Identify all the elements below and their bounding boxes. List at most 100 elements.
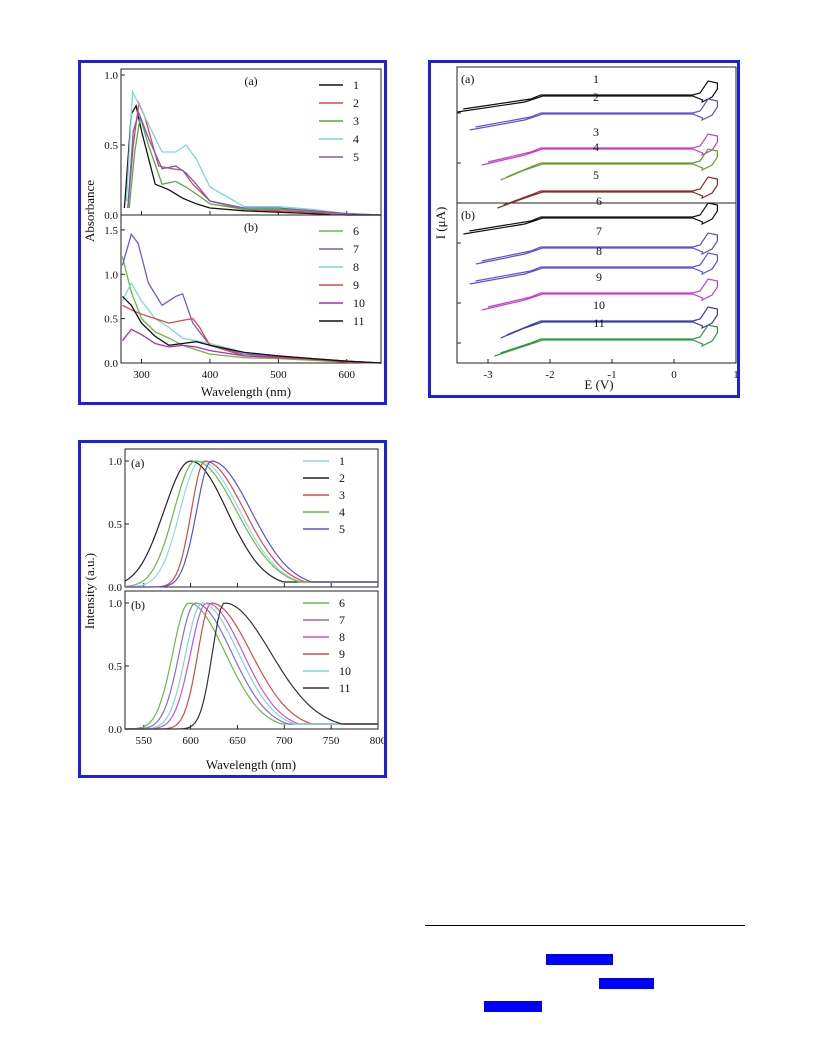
- abs-series-1: [123, 104, 381, 216]
- cv-curve-5: [497, 176, 718, 209]
- abs-ytick-label: 1.5: [104, 225, 118, 237]
- cv-xtick-label: 1: [733, 369, 737, 381]
- abs-frame-a: [120, 68, 382, 216]
- cv-figure: I (μA) E (V) -3 -2 -1 0 1 (a) (b) 1 2 3 4 5 6 7 8 9 10 11: [428, 60, 740, 398]
- abs-ytick-label: 0.0: [104, 358, 118, 370]
- cv-curve-label-6: 6: [596, 194, 602, 208]
- pl-xtick-label: 750: [323, 735, 340, 747]
- link-highlight-1[interactable]: [546, 954, 613, 965]
- abs-series-8: [121, 281, 382, 364]
- abs-xtick-label: 500: [270, 369, 287, 381]
- abs-series-2: [127, 100, 381, 216]
- pl-ytick-label: 1.0: [108, 456, 122, 468]
- abs-legend-label-6: 6: [353, 224, 359, 238]
- pl-ylabel: Intensity (a.u.): [82, 553, 97, 629]
- pl-chart: Intensity (a.u.) Wavelength (nm) 0.0 0.5 1…: [82, 448, 384, 772]
- pl-series-11: [125, 602, 378, 730]
- footnote-rule: [425, 925, 745, 926]
- cv-curve-label-8: 8: [596, 244, 602, 258]
- cv-curve-1: [457, 80, 718, 113]
- abs-series-6: [121, 256, 382, 364]
- abs-legend-label-3: 3: [353, 114, 359, 128]
- cv-curve-9: [481, 278, 718, 311]
- abs-legend-label-4: 4: [353, 132, 359, 146]
- pl-xlabel: Wavelength (nm): [206, 757, 296, 772]
- cv-curve-label-10: 10: [593, 298, 605, 312]
- pl-legend-label-7: 7: [339, 613, 345, 627]
- abs-xtick-label: 600: [339, 369, 356, 381]
- abs-ytick-label: 1.0: [104, 269, 118, 281]
- link-highlight-3[interactable]: [484, 1001, 542, 1012]
- abs-frame-b: [120, 214, 382, 364]
- pl-ytick-label: 0.0: [108, 582, 122, 594]
- abs-series-9: [122, 304, 382, 364]
- abs-series-7: [121, 232, 382, 364]
- cv-curve-label-7: 7: [596, 224, 602, 238]
- cv-curve-8: [469, 252, 718, 285]
- abs-legend-label-5: 5: [353, 150, 359, 164]
- cv-frame: [456, 66, 737, 364]
- pl-ytick-label: 0.5: [108, 519, 122, 531]
- pl-legend-label-5: 5: [339, 522, 345, 536]
- pl-xtick-label: 600: [182, 735, 199, 747]
- abs-legend-label-2: 2: [353, 96, 359, 110]
- abs-ytick-label: 0.0: [104, 210, 118, 222]
- abs-ytick-label: 0.5: [104, 140, 118, 152]
- cv-curve-4: [500, 148, 718, 181]
- abs-xtick-label: 400: [202, 369, 219, 381]
- pl-legend-label-10: 10: [339, 664, 351, 678]
- cv-curve-6: [463, 202, 718, 235]
- cv-curve-11: [494, 324, 718, 357]
- absorbance-panel-a: 0.0 0.5 1.0 (a) 1 2 3 4 5: [104, 68, 382, 222]
- link-highlight-2[interactable]: [599, 978, 654, 989]
- pl-xtick-label: 800: [370, 735, 384, 747]
- abs-legend-label-11: 11: [353, 314, 365, 328]
- pl-legend-label-2: 2: [339, 471, 345, 485]
- pl-panel-label: (b): [131, 598, 145, 612]
- cv-xtick-label: -1: [607, 369, 616, 381]
- pl-panel-label: (a): [131, 456, 144, 470]
- cv-curve-label-1: 1: [593, 72, 599, 86]
- pl-legend-label-3: 3: [339, 488, 345, 502]
- pl-figure: Intensity (a.u.) Wavelength (nm) 0.0 0.5 1…: [78, 440, 387, 778]
- cv-xtick-label: -3: [483, 369, 493, 381]
- pl-legend-label-4: 4: [339, 505, 345, 519]
- abs-legend-label-8: 8: [353, 260, 359, 274]
- pl-ytick-label: 0.5: [108, 661, 122, 673]
- cv-xtick-label: 0: [671, 369, 677, 381]
- pl-legend-label-8: 8: [339, 630, 345, 644]
- abs-legend-label-1: 1: [353, 78, 359, 92]
- abs-legend-label-10: 10: [353, 296, 365, 310]
- pl-series-5: [125, 460, 378, 588]
- pl-xtick-label: 650: [229, 735, 246, 747]
- cv-curve-label-3: 3: [593, 125, 599, 139]
- cv-curve-label-5: 5: [593, 168, 599, 182]
- cv-curve-label-9: 9: [596, 270, 602, 284]
- pl-legend-label-11: 11: [339, 681, 351, 695]
- cv-curve-10: [500, 306, 718, 339]
- pl-legend-label-6: 6: [339, 596, 345, 610]
- abs-series-11: [121, 295, 382, 364]
- abs-series-3: [128, 116, 382, 216]
- pl-legend-label-1: 1: [339, 454, 345, 468]
- cv-panel-label-b: (b): [461, 208, 475, 222]
- absorbance-ylabel: Absorbance: [82, 180, 97, 242]
- cv-curve-7: [475, 232, 718, 265]
- pl-frame-a: [124, 448, 379, 588]
- abs-series-4: [125, 89, 382, 216]
- cv-curve-3: [481, 133, 718, 166]
- pl-legend-label-9: 9: [339, 647, 345, 661]
- abs-panel-label: (a): [244, 74, 257, 88]
- cv-curve-label-11: 11: [593, 316, 605, 330]
- abs-xtick-label: 300: [133, 369, 150, 381]
- abs-series-5: [127, 110, 382, 216]
- abs-panel-label: (b): [244, 220, 258, 234]
- absorbance-figure: 0.0 0.5 1.0 (a) 1 2 3 4 5 0.0 0.5 1.0 1.5 (b) 6 7 8 9 10 1…: [78, 60, 387, 405]
- cv-ylabel: I (μA): [433, 207, 448, 240]
- cv-panel-label-a: (a): [461, 72, 474, 86]
- abs-ytick-label: 0.5: [104, 314, 118, 326]
- pl-ytick-label: 0.0: [108, 724, 122, 736]
- cv-curve-label-4: 4: [593, 140, 599, 154]
- absorbance-panel-b: 0.0 0.5 1.0 1.5 (b) 6 7 8 9 10 11: [104, 214, 382, 370]
- cv-xlabel: E (V): [584, 377, 613, 392]
